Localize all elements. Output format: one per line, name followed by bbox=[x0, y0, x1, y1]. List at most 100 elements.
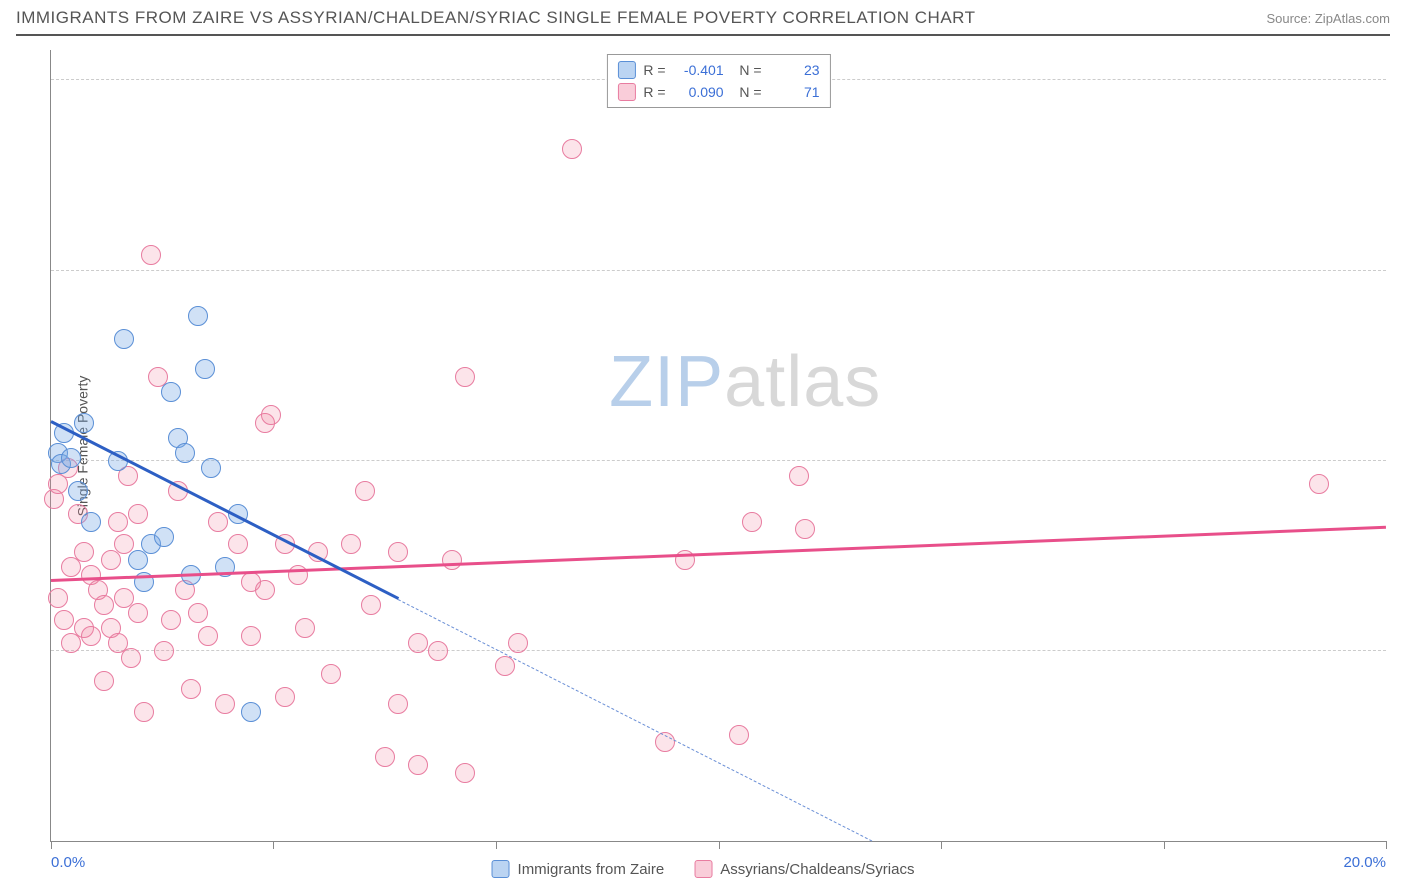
legend-r-label: R = bbox=[643, 62, 665, 78]
chart-plot-area: ZIPatlas R = -0.401 N = 23 R = 0.090 N =… bbox=[50, 50, 1386, 842]
data-point bbox=[161, 610, 181, 630]
data-point bbox=[361, 595, 381, 615]
data-point bbox=[114, 329, 134, 349]
data-point bbox=[128, 603, 148, 623]
gridline bbox=[51, 650, 1386, 651]
data-point bbox=[198, 626, 218, 646]
data-point bbox=[442, 550, 462, 570]
data-point bbox=[74, 413, 94, 433]
swatch-blue-icon bbox=[492, 860, 510, 878]
data-point bbox=[241, 626, 261, 646]
data-point bbox=[215, 694, 235, 714]
data-point bbox=[141, 245, 161, 265]
data-point bbox=[195, 359, 215, 379]
legend-pink-n: 71 bbox=[770, 84, 820, 100]
data-point bbox=[54, 610, 74, 630]
data-point bbox=[388, 694, 408, 714]
ytick-label: 37.5% bbox=[1396, 263, 1406, 279]
data-point bbox=[188, 306, 208, 326]
data-point bbox=[228, 534, 248, 554]
data-point bbox=[729, 725, 749, 745]
data-point bbox=[208, 512, 228, 532]
data-point bbox=[81, 626, 101, 646]
source-label: Source: ZipAtlas.com bbox=[1266, 11, 1390, 26]
data-point bbox=[201, 458, 221, 478]
data-point bbox=[241, 702, 261, 722]
xtick bbox=[719, 841, 720, 849]
xtick-label: 0.0% bbox=[51, 854, 85, 871]
data-point bbox=[795, 519, 815, 539]
data-point bbox=[188, 603, 208, 623]
legend-item-pink: Assyrians/Chaldeans/Syriacs bbox=[694, 860, 914, 878]
legend-correlation: R = -0.401 N = 23 R = 0.090 N = 71 bbox=[606, 54, 830, 108]
data-point bbox=[128, 504, 148, 524]
swatch-blue-icon bbox=[617, 61, 635, 79]
xtick bbox=[496, 841, 497, 849]
legend-r-label-2: R = bbox=[643, 84, 665, 100]
legend-series: Immigrants from Zaire Assyrians/Chaldean… bbox=[492, 860, 915, 878]
swatch-pink-icon bbox=[694, 860, 712, 878]
legend-n-label: N = bbox=[732, 62, 762, 78]
chart-title: IMMIGRANTS FROM ZAIRE VS ASSYRIAN/CHALDE… bbox=[16, 8, 976, 28]
legend-pink-r: 0.090 bbox=[674, 84, 724, 100]
legend-n-label-2: N = bbox=[732, 84, 762, 100]
watermark-zip: ZIP bbox=[609, 342, 724, 422]
data-point bbox=[742, 512, 762, 532]
data-point bbox=[375, 747, 395, 767]
data-point bbox=[121, 648, 141, 668]
data-point bbox=[288, 565, 308, 585]
data-point bbox=[261, 405, 281, 425]
regression-line bbox=[51, 526, 1386, 582]
data-point bbox=[161, 382, 181, 402]
data-point bbox=[68, 481, 88, 501]
chart-header: IMMIGRANTS FROM ZAIRE VS ASSYRIAN/CHALDE… bbox=[16, 8, 1390, 36]
xtick-label: 20.0% bbox=[1343, 854, 1386, 871]
data-point bbox=[154, 527, 174, 547]
legend-blue-label: Immigrants from Zaire bbox=[518, 861, 665, 878]
legend-row-pink: R = 0.090 N = 71 bbox=[617, 81, 819, 103]
xtick bbox=[1386, 841, 1387, 849]
data-point bbox=[48, 588, 68, 608]
data-point bbox=[408, 755, 428, 775]
data-point bbox=[341, 534, 361, 554]
xtick bbox=[51, 841, 52, 849]
gridline bbox=[51, 460, 1386, 461]
data-point bbox=[175, 443, 195, 463]
swatch-pink-icon bbox=[617, 83, 635, 101]
data-point bbox=[562, 139, 582, 159]
data-point bbox=[508, 633, 528, 653]
legend-blue-n: 23 bbox=[770, 62, 820, 78]
data-point bbox=[181, 679, 201, 699]
data-point bbox=[355, 481, 375, 501]
data-point bbox=[321, 664, 341, 684]
regression-line bbox=[398, 599, 872, 841]
watermark: ZIPatlas bbox=[609, 341, 881, 423]
data-point bbox=[789, 466, 809, 486]
data-point bbox=[94, 595, 114, 615]
data-point bbox=[74, 542, 94, 562]
watermark-atlas: atlas bbox=[724, 342, 881, 422]
legend-row-blue: R = -0.401 N = 23 bbox=[617, 59, 819, 81]
data-point bbox=[61, 448, 81, 468]
data-point bbox=[154, 641, 174, 661]
data-point bbox=[428, 641, 448, 661]
gridline bbox=[51, 270, 1386, 271]
data-point bbox=[295, 618, 315, 638]
data-point bbox=[94, 671, 114, 691]
data-point bbox=[1309, 474, 1329, 494]
data-point bbox=[81, 512, 101, 532]
data-point bbox=[108, 512, 128, 532]
ytick-label: 25.0% bbox=[1396, 453, 1406, 469]
legend-blue-r: -0.401 bbox=[674, 62, 724, 78]
data-point bbox=[388, 542, 408, 562]
data-point bbox=[495, 656, 515, 676]
data-point bbox=[455, 763, 475, 783]
xtick bbox=[941, 841, 942, 849]
xtick bbox=[1164, 841, 1165, 849]
data-point bbox=[255, 580, 275, 600]
data-point bbox=[455, 367, 475, 387]
legend-item-blue: Immigrants from Zaire bbox=[492, 860, 665, 878]
ytick-label: 50.0% bbox=[1396, 72, 1406, 88]
data-point bbox=[275, 687, 295, 707]
data-point bbox=[408, 633, 428, 653]
